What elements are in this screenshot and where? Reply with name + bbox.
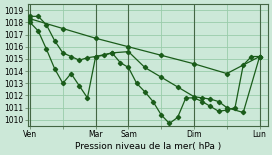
X-axis label: Pression niveau de la mer( hPa ): Pression niveau de la mer( hPa ): [75, 142, 221, 151]
